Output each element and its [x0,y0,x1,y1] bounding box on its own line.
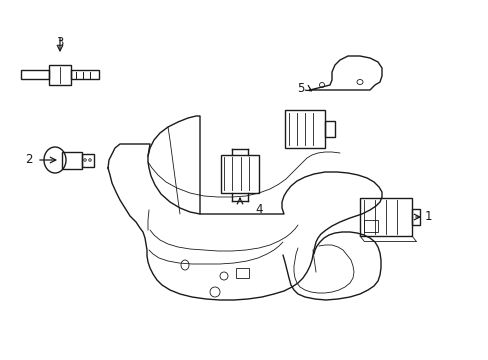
Bar [221,155,259,193]
Text: 2: 2 [25,153,33,166]
Bar [49,65,71,85]
Bar [359,198,411,236]
Text: 3: 3 [56,36,63,49]
Bar [236,268,248,278]
Bar [411,209,419,225]
Text: 5: 5 [297,81,305,94]
Bar [62,152,82,169]
Bar [82,154,94,167]
Bar [285,110,325,148]
Bar [325,121,334,137]
Text: 1: 1 [424,211,431,224]
Bar [21,70,49,79]
Bar [71,70,99,79]
Text: 4: 4 [255,203,262,216]
Bar [363,220,377,232]
